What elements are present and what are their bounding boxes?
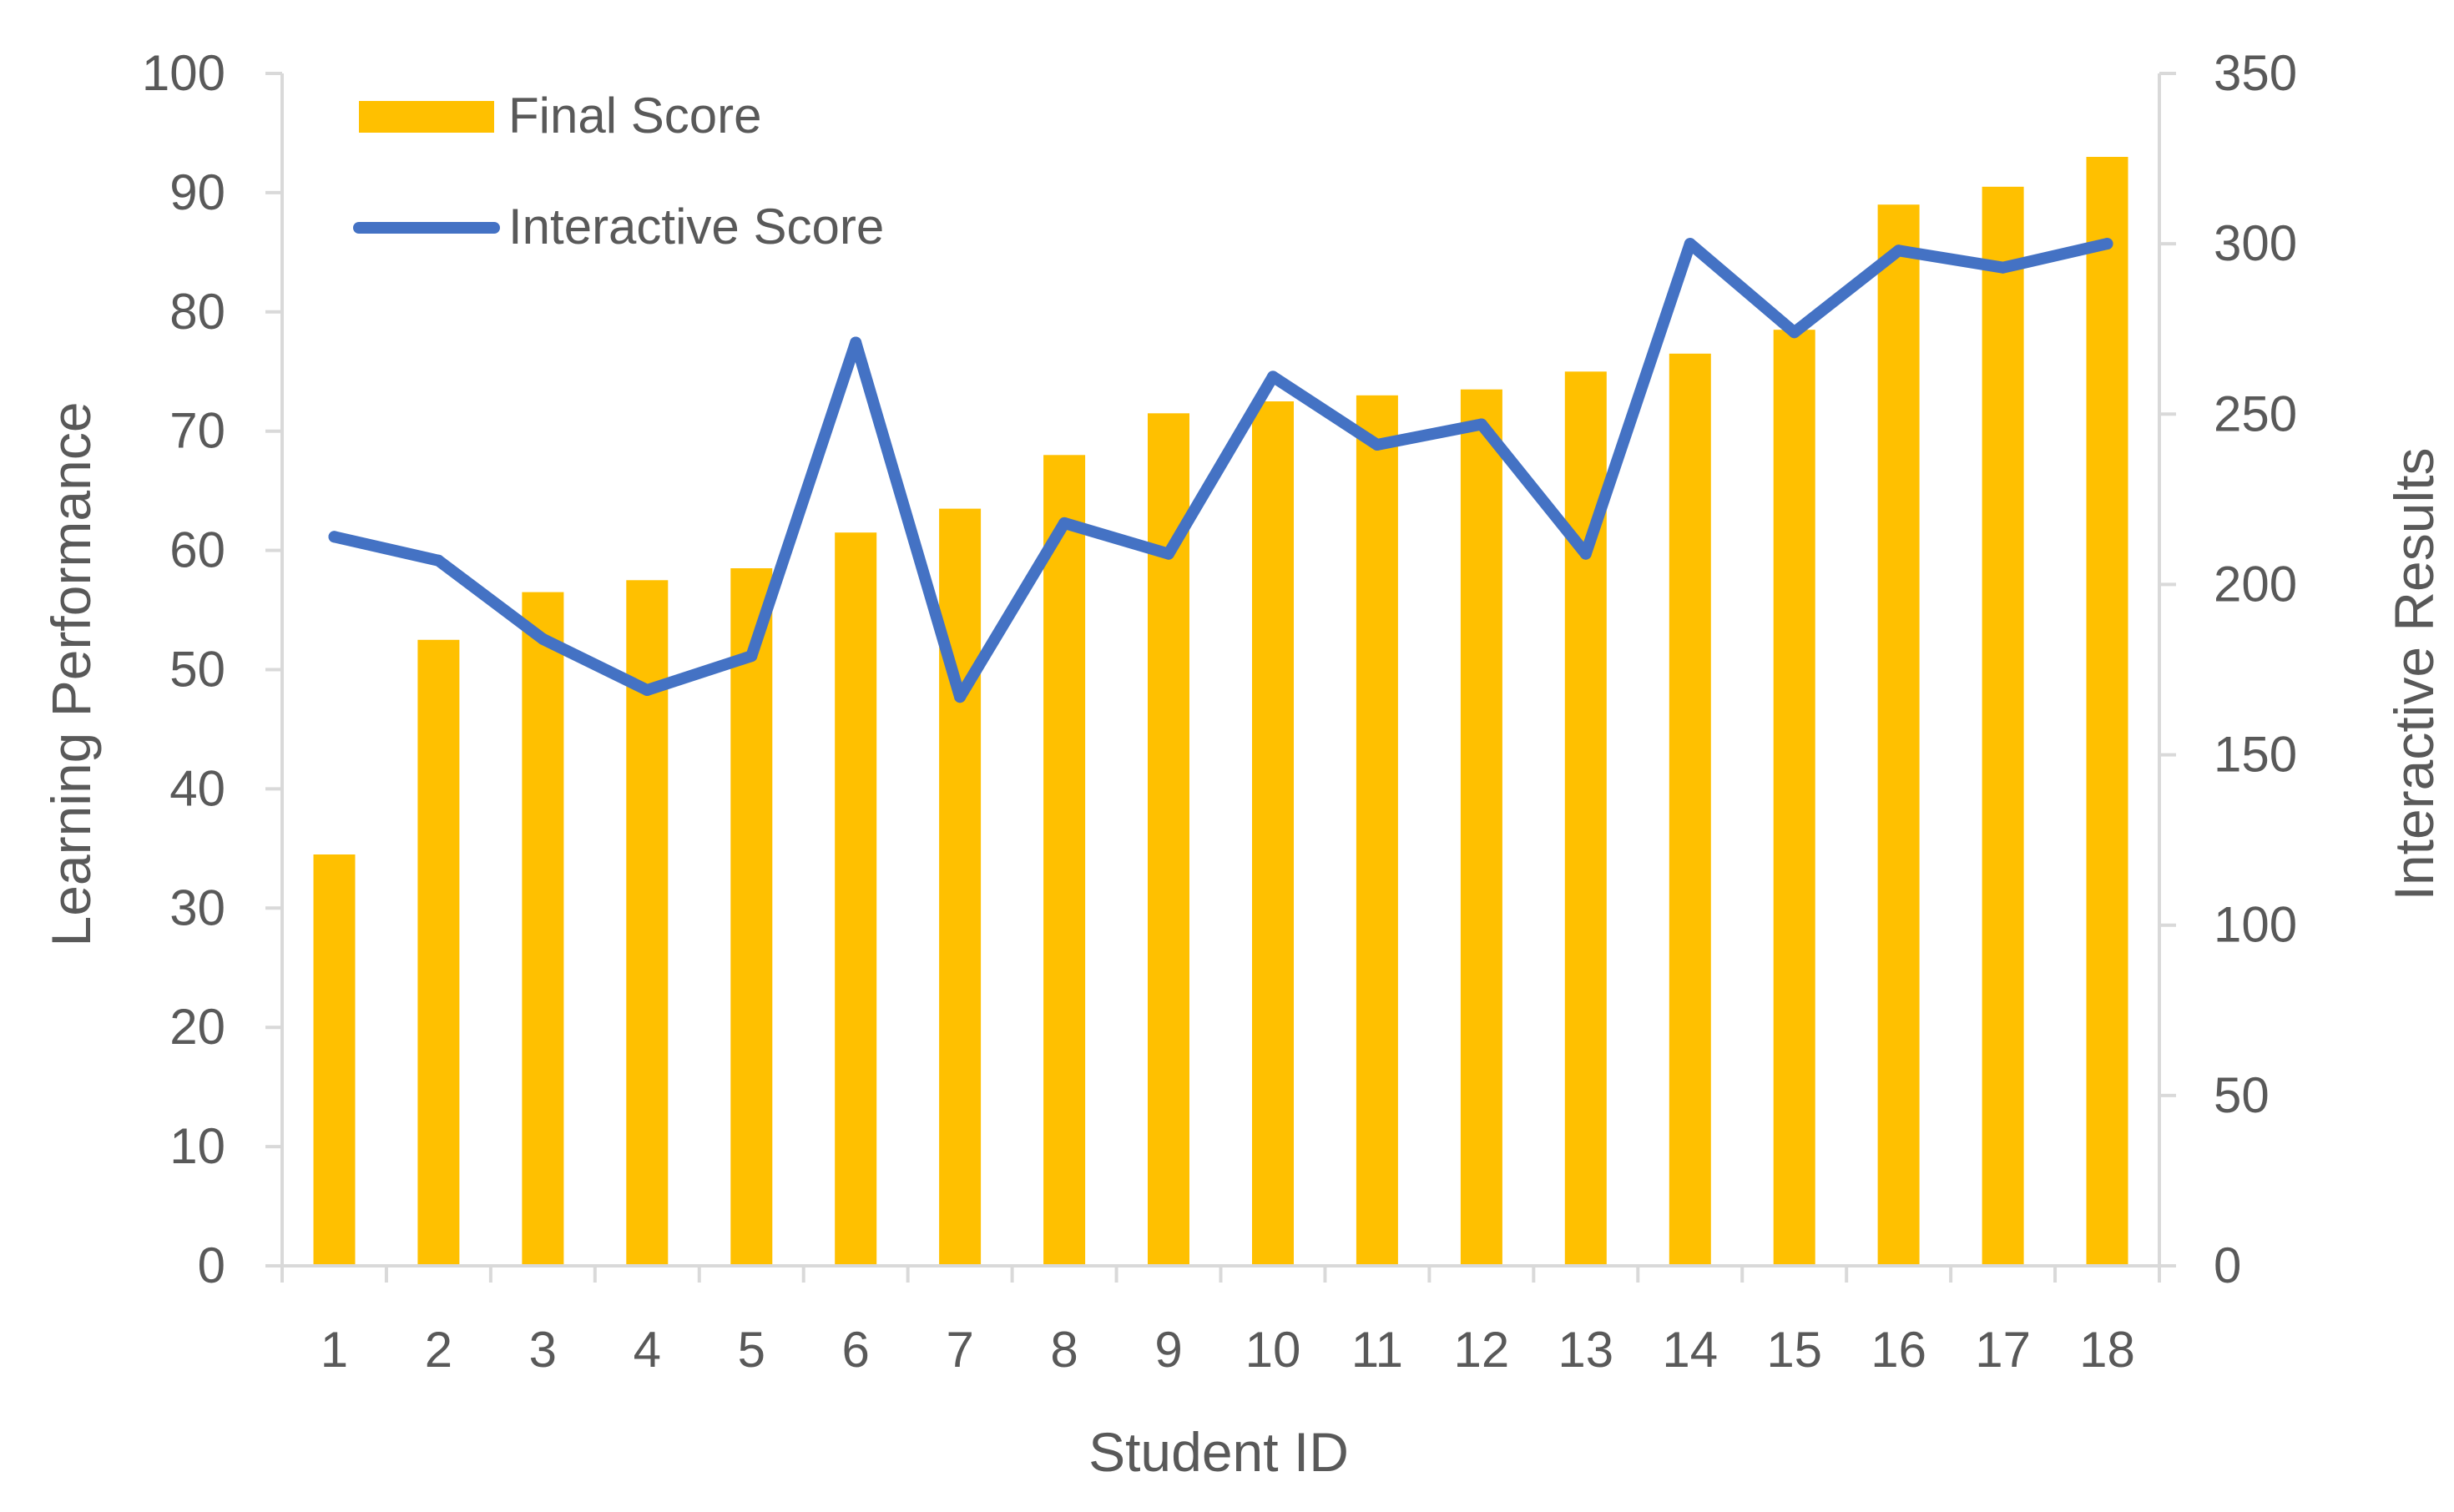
point-interactive-score-13 <box>1579 547 1592 560</box>
x-tick-label-5: 5 <box>738 1322 765 1378</box>
bar-final-score-5 <box>730 568 773 1266</box>
point-interactive-score-17 <box>1997 261 2009 274</box>
point-interactive-score-5 <box>745 650 758 663</box>
x-tick-label-10: 10 <box>1245 1322 1301 1378</box>
bar-final-score-9 <box>1148 413 1189 1266</box>
point-interactive-score-12 <box>1475 418 1487 431</box>
legend-final-score-label: Final Score <box>508 88 761 144</box>
x-tick-label-6: 6 <box>842 1322 870 1378</box>
x-tick-label-8: 8 <box>1050 1322 1078 1378</box>
legend: Final Score Interactive Score <box>353 88 884 255</box>
y-tick-label-20: 20 <box>169 999 225 1055</box>
bar-final-score-7 <box>939 508 982 1266</box>
point-interactive-score-2 <box>432 554 445 567</box>
point-interactive-score-15 <box>1788 326 1800 339</box>
bar-final-score-12 <box>1460 389 1502 1267</box>
point-interactive-score-10 <box>1267 370 1279 383</box>
y-tick-label-10: 10 <box>169 1118 225 1174</box>
y2-axis-title: Interactive Results <box>2383 448 2445 901</box>
y2-tick-label-300: 300 <box>2214 215 2297 271</box>
y2-tick-label-100: 100 <box>2214 897 2297 953</box>
y2-tick-label-50: 50 <box>2214 1067 2270 1123</box>
y-tick-label-40: 40 <box>169 760 225 816</box>
y2-tick-label-0: 0 <box>2214 1237 2241 1293</box>
bar-final-score-8 <box>1043 455 1086 1266</box>
x-tick-label-12: 12 <box>1453 1322 1509 1378</box>
bar-final-score-1 <box>313 854 356 1266</box>
point-interactive-score-16 <box>1892 244 1905 257</box>
point-interactive-score-6 <box>850 336 862 349</box>
point-interactive-score-8 <box>1058 517 1071 529</box>
bars-layer <box>313 157 2128 1267</box>
bar-final-score-6 <box>835 532 877 1266</box>
x-tick-label-17: 17 <box>1975 1322 2031 1378</box>
y-tick-label-0: 0 <box>198 1237 225 1293</box>
x-tick-label-16: 16 <box>1871 1322 1926 1378</box>
point-interactive-score-7 <box>954 691 967 703</box>
bar-final-score-11 <box>1356 395 1398 1266</box>
x-axis-title: Student ID <box>1088 1421 1349 1483</box>
y2-tick-label-350: 350 <box>2214 45 2297 101</box>
bar-final-score-10 <box>1252 401 1294 1266</box>
point-interactive-score-18 <box>2101 238 2113 250</box>
y-tick-label-80: 80 <box>169 284 225 340</box>
legend-final-score-swatch <box>359 101 494 133</box>
x-tick-label-18: 18 <box>2079 1322 2135 1378</box>
bar-final-score-2 <box>417 639 460 1266</box>
point-interactive-score-4 <box>641 684 654 696</box>
y-tick-label-90: 90 <box>169 164 225 220</box>
x-tick-label-4: 4 <box>634 1322 661 1378</box>
y-tick-label-100: 100 <box>142 45 225 101</box>
x-tick-label-15: 15 <box>1766 1322 1822 1378</box>
x-tick-label-2: 2 <box>425 1322 452 1378</box>
line-interactive-score <box>328 238 2113 703</box>
x-tick-label-7: 7 <box>946 1322 973 1378</box>
axes-layer <box>265 72 2176 1283</box>
y2-tick-label-250: 250 <box>2214 386 2297 441</box>
bar-final-score-18 <box>2086 157 2128 1266</box>
point-interactive-score-3 <box>537 633 549 645</box>
bar-final-score-17 <box>1982 186 2024 1266</box>
y-tick-label-60: 60 <box>169 522 225 578</box>
point-interactive-score-11 <box>1371 439 1383 451</box>
y2-tick-label-200: 200 <box>2214 556 2297 612</box>
point-interactive-score-9 <box>1163 547 1174 560</box>
y-tick-label-70: 70 <box>169 403 225 459</box>
x-tick-label-1: 1 <box>321 1322 348 1378</box>
y-axis-title: Learning Performance <box>40 401 102 946</box>
legend-interactive-score-label: Interactive Score <box>508 199 884 255</box>
y-tick-label-30: 30 <box>169 879 225 935</box>
x-tick-label-14: 14 <box>1662 1322 1718 1378</box>
bar-final-score-16 <box>1877 204 1920 1267</box>
x-tick-label-11: 11 <box>1351 1322 1403 1378</box>
bar-final-score-15 <box>1773 330 1815 1267</box>
point-interactive-score-1 <box>328 531 341 543</box>
line-layer <box>328 238 2113 703</box>
y-tick-label-50: 50 <box>169 642 225 698</box>
x-tick-label-13: 13 <box>1558 1322 1613 1378</box>
labels-layer: 0 10 20 30 40 50 60 70 80 90 100 0 50 100 150 200 250 300… <box>142 45 2297 1378</box>
bar-final-score-3 <box>522 592 564 1266</box>
x-tick-label-9: 9 <box>1154 1322 1182 1378</box>
point-interactive-score-14 <box>1684 238 1696 250</box>
y2-tick-label-150: 150 <box>2214 727 2297 783</box>
bar-final-score-14 <box>1669 353 1711 1266</box>
x-tick-label-3: 3 <box>529 1322 557 1378</box>
